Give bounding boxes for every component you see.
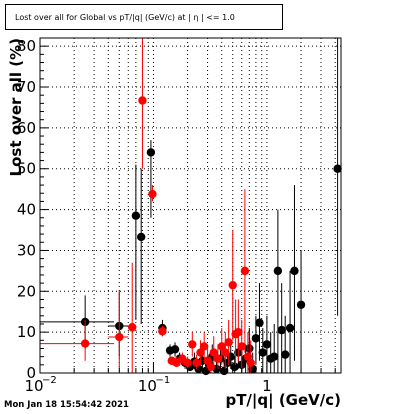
data-point [224, 338, 233, 347]
data-point [221, 348, 230, 357]
timestamp: Mon Jan 18 15:54:42 2021 [4, 400, 129, 410]
data-point [281, 350, 290, 359]
data-point [170, 345, 180, 354]
y-tick-label: 0 [26, 364, 36, 382]
data-point [333, 164, 342, 173]
data-point [240, 266, 250, 276]
x-axis-title: pT/|q| (GeV/c) [225, 391, 341, 410]
data-point [245, 344, 254, 353]
y-tick-label: 40 [17, 201, 36, 219]
data-point [115, 332, 124, 342]
y-tick-label: 20 [17, 282, 36, 300]
x-tick-label-exponent: −2 [42, 375, 57, 386]
y-tick-label: 70 [17, 78, 36, 96]
data-point [228, 280, 237, 290]
data-point [206, 362, 215, 372]
data-point [262, 340, 272, 349]
data-point [192, 358, 201, 367]
data-point [209, 348, 218, 357]
data-point [255, 318, 264, 327]
x-tick-label-exponent: −1 [155, 375, 170, 386]
y-axis-title: Lost over all (%) [7, 38, 25, 176]
data-point [230, 362, 239, 372]
series-red [40, 38, 255, 373]
y-tick-label: 60 [17, 119, 36, 137]
data-point [290, 266, 299, 276]
data-point [183, 358, 192, 367]
data-point [158, 327, 167, 336]
y-tick-label: 80 [17, 37, 36, 55]
data-point [131, 211, 141, 220]
data-point [217, 342, 226, 351]
data-point [137, 232, 146, 242]
data-point [80, 339, 90, 348]
axes [39, 37, 342, 374]
data-point [234, 327, 243, 337]
x-tick-label: 10 [24, 377, 43, 395]
x-tick-label: 1 [262, 377, 272, 395]
data-point [199, 342, 209, 351]
x-tick-label: 10 [138, 377, 157, 395]
data-point [172, 358, 181, 367]
y-tick-label: 30 [17, 241, 36, 259]
data-point [148, 189, 157, 199]
data-point [196, 348, 205, 357]
data-point [138, 96, 147, 105]
data-point [246, 358, 255, 367]
data-point [251, 334, 261, 343]
data-point [258, 348, 267, 357]
y-tick-label: 10 [17, 323, 36, 341]
data-point [237, 342, 246, 351]
data-point [270, 352, 279, 361]
data-point [285, 323, 295, 333]
plot-frame [39, 37, 342, 374]
y-tick-label: 50 [17, 160, 36, 178]
data-point [128, 323, 137, 332]
data-point [277, 325, 286, 335]
data-point [273, 266, 283, 276]
chart-title-box: Lost over all for Global vs pT/|q| (GeV/… [5, 4, 283, 30]
data-point [213, 354, 223, 363]
chart-title: Lost over all for Global vs pT/|q| (GeV/… [15, 13, 235, 22]
data-point [146, 148, 156, 157]
data-point [188, 340, 197, 349]
data-point [296, 300, 306, 309]
